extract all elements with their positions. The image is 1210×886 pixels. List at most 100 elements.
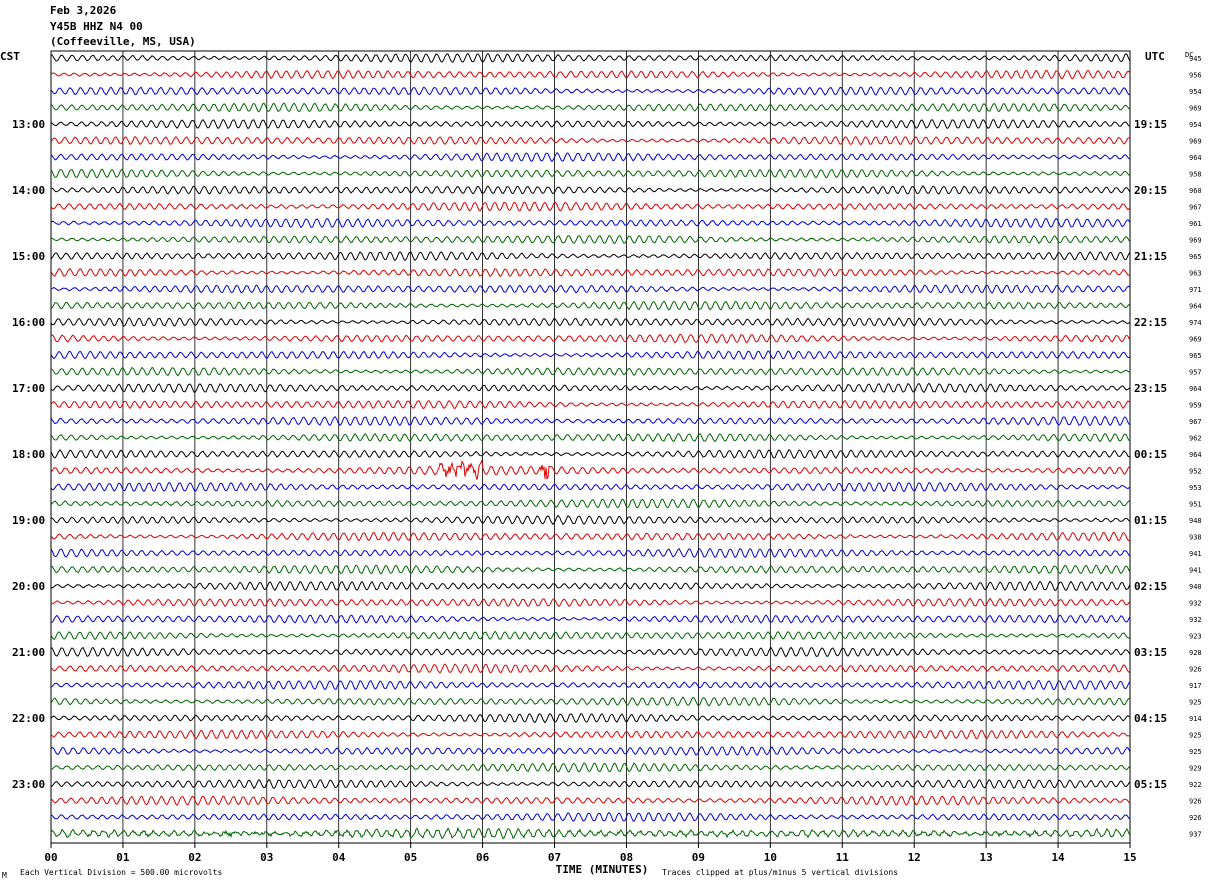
trace-line bbox=[50, 118, 1131, 130]
dc-offset-label: 923 bbox=[1189, 633, 1202, 641]
dc-offset-label: 964 bbox=[1189, 385, 1202, 393]
hour-label-utc: 23:15 bbox=[1134, 382, 1167, 395]
trace-line bbox=[50, 597, 1131, 608]
x-tick-label: 08 bbox=[620, 851, 633, 864]
x-tick-label: 04 bbox=[332, 851, 346, 864]
dc-offset-label: 932 bbox=[1189, 600, 1202, 608]
trace-line bbox=[50, 52, 1131, 63]
hour-label-cst: 23:00 bbox=[12, 778, 45, 791]
hour-label-cst: 16:00 bbox=[12, 316, 45, 329]
hour-label-utc: 03:15 bbox=[1134, 646, 1167, 659]
dc-offset-label: 938 bbox=[1189, 534, 1202, 542]
hour-label-cst: 19:00 bbox=[12, 514, 45, 527]
small-mark: M bbox=[2, 871, 7, 880]
trace-line bbox=[50, 826, 1131, 840]
dc-offset-label: 969 bbox=[1189, 138, 1202, 146]
dc-offset-label: 967 bbox=[1189, 418, 1202, 426]
hour-label-utc: 02:15 bbox=[1134, 580, 1167, 593]
station-label: Y45B HHZ N4 00 bbox=[50, 20, 143, 33]
trace-line bbox=[50, 514, 1131, 526]
dc-offset-label: 965 bbox=[1189, 253, 1202, 261]
trace-line bbox=[50, 811, 1131, 823]
trace-line bbox=[50, 399, 1131, 410]
trace-line bbox=[50, 135, 1131, 146]
trace-line bbox=[50, 646, 1131, 658]
trace-line bbox=[50, 449, 1131, 460]
trace-line bbox=[50, 284, 1131, 294]
hour-label-cst: 15:00 bbox=[12, 250, 45, 263]
x-tick-label: 00 bbox=[44, 851, 57, 864]
trace-line bbox=[50, 778, 1131, 790]
hour-label-cst: 20:00 bbox=[12, 580, 45, 593]
date-label: Feb 3,2026 bbox=[50, 4, 117, 17]
dc-offset-label: 929 bbox=[1189, 765, 1202, 773]
utc-label: UTC bbox=[1145, 50, 1165, 63]
trace-line bbox=[50, 350, 1131, 360]
dc-offset-label: 937 bbox=[1189, 831, 1202, 839]
trace-line bbox=[50, 333, 1131, 344]
trace-line bbox=[50, 185, 1131, 195]
x-tick-label: 10 bbox=[764, 851, 777, 864]
hour-label-utc: 00:15 bbox=[1134, 448, 1167, 461]
hour-label-utc: 19:15 bbox=[1134, 118, 1167, 131]
dc-offset-label: 957 bbox=[1189, 369, 1202, 377]
trace-line bbox=[50, 745, 1131, 757]
dc-offset-label: 926 bbox=[1189, 814, 1202, 822]
trace-line bbox=[50, 458, 1131, 480]
plot-frame bbox=[50, 50, 1131, 844]
x-tick-label: 01 bbox=[116, 851, 130, 864]
dc-offset-label: 961 bbox=[1189, 220, 1202, 228]
axis-labels: 945 956 954 969 954 969 964 958 960 967 961 969 965 9… bbox=[0, 50, 1202, 880]
x-tick-label: 15 bbox=[1123, 851, 1136, 864]
hour-label-cst: 13:00 bbox=[12, 118, 45, 131]
x-tick-label: 03 bbox=[260, 851, 273, 864]
x-tick-label: 07 bbox=[548, 851, 561, 864]
trace-line bbox=[50, 729, 1131, 740]
trace-line bbox=[50, 498, 1131, 509]
trace-line bbox=[50, 382, 1131, 394]
dc-offset-label: 914 bbox=[1189, 715, 1202, 723]
hour-label-cst: 14:00 bbox=[12, 184, 45, 197]
dc-offset-label: 974 bbox=[1189, 319, 1202, 327]
trace-line bbox=[50, 679, 1131, 691]
dc-offset-label: 963 bbox=[1189, 270, 1202, 278]
trace-line bbox=[50, 69, 1131, 80]
dc-offset-label: 956 bbox=[1189, 72, 1202, 80]
trace-line bbox=[50, 317, 1131, 327]
x-tick-label: 11 bbox=[836, 851, 850, 864]
dc-offset-label: 969 bbox=[1189, 105, 1202, 113]
trace-line bbox=[50, 366, 1131, 377]
seismic-traces bbox=[50, 52, 1131, 840]
trace-line bbox=[50, 300, 1131, 311]
dc-offset-label: 925 bbox=[1189, 732, 1202, 740]
trace-line bbox=[50, 251, 1131, 262]
dc-offset-label: 926 bbox=[1189, 798, 1202, 806]
dc-offset-label: 948 bbox=[1189, 517, 1202, 525]
dc-offset-label: 954 bbox=[1189, 88, 1202, 96]
trace-line bbox=[50, 415, 1131, 427]
dc-offset-label: 922 bbox=[1189, 781, 1202, 789]
dc-offset-label: 928 bbox=[1189, 649, 1202, 657]
x-tick-label: 12 bbox=[908, 851, 921, 864]
hour-label-utc: 21:15 bbox=[1134, 250, 1167, 263]
dc-offset-label: 951 bbox=[1189, 501, 1202, 509]
dc-offset-label: 917 bbox=[1189, 682, 1202, 690]
trace-line bbox=[50, 86, 1131, 96]
trace-line bbox=[50, 614, 1131, 624]
trace-line bbox=[50, 795, 1131, 806]
dc-offset-label: 962 bbox=[1189, 435, 1202, 443]
hour-label-utc: 01:15 bbox=[1134, 514, 1167, 527]
x-tick-label: 02 bbox=[188, 851, 201, 864]
trace-line bbox=[50, 102, 1131, 113]
trace-line bbox=[50, 267, 1131, 278]
dc-offset-label: 954 bbox=[1189, 121, 1202, 129]
dc-offset-label: 964 bbox=[1189, 451, 1202, 459]
x-tick-label: 05 bbox=[404, 851, 417, 864]
dc-offset-label: 969 bbox=[1189, 237, 1202, 245]
dc-offset-label: 925 bbox=[1189, 748, 1202, 756]
hour-label-cst: 22:00 bbox=[12, 712, 45, 725]
x-tick-label: 06 bbox=[476, 851, 490, 864]
dc-offset-label: 969 bbox=[1189, 336, 1202, 344]
x-tick-label: 09 bbox=[692, 851, 705, 864]
